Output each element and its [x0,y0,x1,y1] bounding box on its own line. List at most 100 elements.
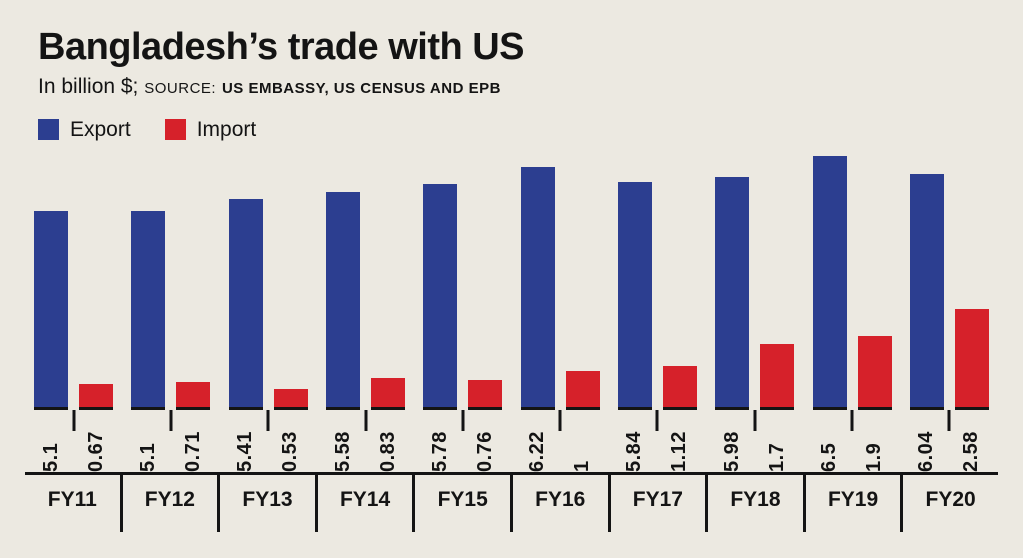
export-value-cell: 5.58 [326,410,360,472]
bar-group-fy12: 5.1 0.71 [122,154,219,472]
bar-pair [609,154,706,410]
value-labels: 5.1 0.71 [122,409,219,472]
import-value-label: 0.67 [84,430,107,472]
import-value-label: 1.7 [765,442,788,472]
import-value-label: 1.12 [668,430,691,472]
export-value-cell: 5.41 [229,410,263,472]
export-bar [131,211,166,410]
export-value-cell: 5.78 [423,410,457,472]
x-axis-label-fy14: FY14 [314,474,413,532]
export-bar [326,192,361,410]
import-bar [662,366,697,410]
x-axis-label-fy13: FY13 [217,474,315,532]
export-bar [423,184,458,410]
x-axis-label-fy17: FY17 [607,474,706,532]
export-bar [34,211,69,410]
export-value-cell: 6.22 [521,410,555,472]
bar-pair [414,154,511,410]
bar-groups: 5.1 0.67 5.1 0.71 5.41 0.53 5.58 0.83 5.78 0.76 6.… [25,154,998,472]
source-text: US EMBASSY, US CENSUS AND EPB [221,79,501,97]
chart-title: Bangladesh’s trade with US [38,26,525,68]
bar-pair [317,154,414,410]
import-value-cell: 1 [566,410,600,472]
export-value-cell: 5.1 [34,410,68,472]
x-axis-label-fy16: FY16 [509,474,608,532]
export-value-cell: 5.98 [715,410,749,472]
export-value-label: 5.78 [428,430,451,472]
export-value-label: 6.04 [915,430,938,472]
bar-pair [511,154,608,410]
axis-tick [461,409,465,431]
bar-pair [122,154,219,410]
import-value-cell: 0.76 [468,410,502,472]
import-value-cell: 1.9 [858,410,892,472]
import-value-label: 0.83 [376,430,399,472]
export-value-cell: 6.5 [813,410,847,472]
axis-tick [753,409,757,431]
import-bar [954,309,989,410]
bar-pair [25,154,122,410]
x-axis-label-fy11: FY11 [47,487,97,511]
bar-pair [706,154,803,410]
import-value-label: 1.9 [863,442,886,472]
value-labels: 5.1 0.67 [25,409,122,472]
export-value-label: 5.98 [720,430,743,472]
axis-tick [169,409,173,431]
import-value-label: 0.76 [473,430,496,472]
import-bar [371,377,406,410]
legend-label-import: Import [196,117,257,141]
legend-item-export: Export [38,118,131,142]
unit-label: In billion $; [38,74,139,98]
export-value-label: 5.58 [331,430,354,472]
legend-label-export: Export [70,117,131,141]
import-value-cell: 0.53 [274,410,308,472]
export-value-label: 5.41 [234,430,257,472]
chart-subtitle: In billion $; SOURCE: US EMBASSY, US CEN… [38,75,985,99]
export-value-cell: 5.1 [131,410,165,472]
axis-tick [850,409,854,431]
value-labels: 6.04 2.58 [901,409,998,472]
import-value-label: 1 [571,460,594,472]
value-labels: 5.84 1.12 [609,409,706,472]
import-bar [79,383,114,410]
source-label: SOURCE: [144,79,217,97]
bar-chart: 5.1 0.67 5.1 0.71 5.41 0.53 5.58 0.83 5.78 0.76 6.… [0,154,1023,532]
x-axis-label-fy12: FY12 [119,474,218,532]
import-swatch-icon [164,119,186,141]
value-labels: 5.98 1.7 [706,409,803,472]
bar-group-fy13: 5.41 0.53 [220,154,317,472]
import-bar [468,380,503,410]
x-axis-label-fy15: FY15 [412,474,510,532]
x-axis-label-fy20: FY20 [900,474,998,532]
bar-group-fy20: 6.04 2.58 [901,154,998,472]
import-bar [565,370,600,410]
bar-pair [901,154,998,410]
import-value-label: 0.71 [181,430,204,472]
export-value-cell: 5.84 [618,410,652,472]
bar-group-fy19: 6.5 1.9 [803,154,900,472]
export-bar [520,167,555,410]
import-bar [273,389,308,410]
value-labels: 5.78 0.76 [414,409,511,472]
axis-tick [947,409,951,431]
value-labels: 5.41 0.53 [220,409,317,472]
axis-tick [266,409,270,431]
import-value-label: 0.53 [279,430,302,472]
axis-tick [558,409,562,431]
bar-group-fy16: 6.22 1 [511,154,608,472]
axis-tick [655,409,659,431]
export-value-label: 5.84 [623,430,646,472]
x-axis: FY11 FY12 FY13 FY14 FY15 FY16 FY17 FY18 FY19 FY20 [25,471,998,532]
export-bar [812,156,847,410]
bar-group-fy14: 5.58 0.83 [317,154,414,472]
export-value-label: 5.1 [39,442,62,472]
legend: Export Import [38,118,985,142]
bar-pair [220,154,317,410]
bar-group-fy11: 5.1 0.67 [25,154,122,472]
export-bar [617,182,652,410]
export-value-cell: 6.04 [910,410,944,472]
legend-item-import: Import [164,117,257,142]
value-labels: 6.22 1 [511,409,608,472]
import-value-cell: 1.7 [760,410,794,472]
export-value-label: 6.22 [526,430,549,472]
